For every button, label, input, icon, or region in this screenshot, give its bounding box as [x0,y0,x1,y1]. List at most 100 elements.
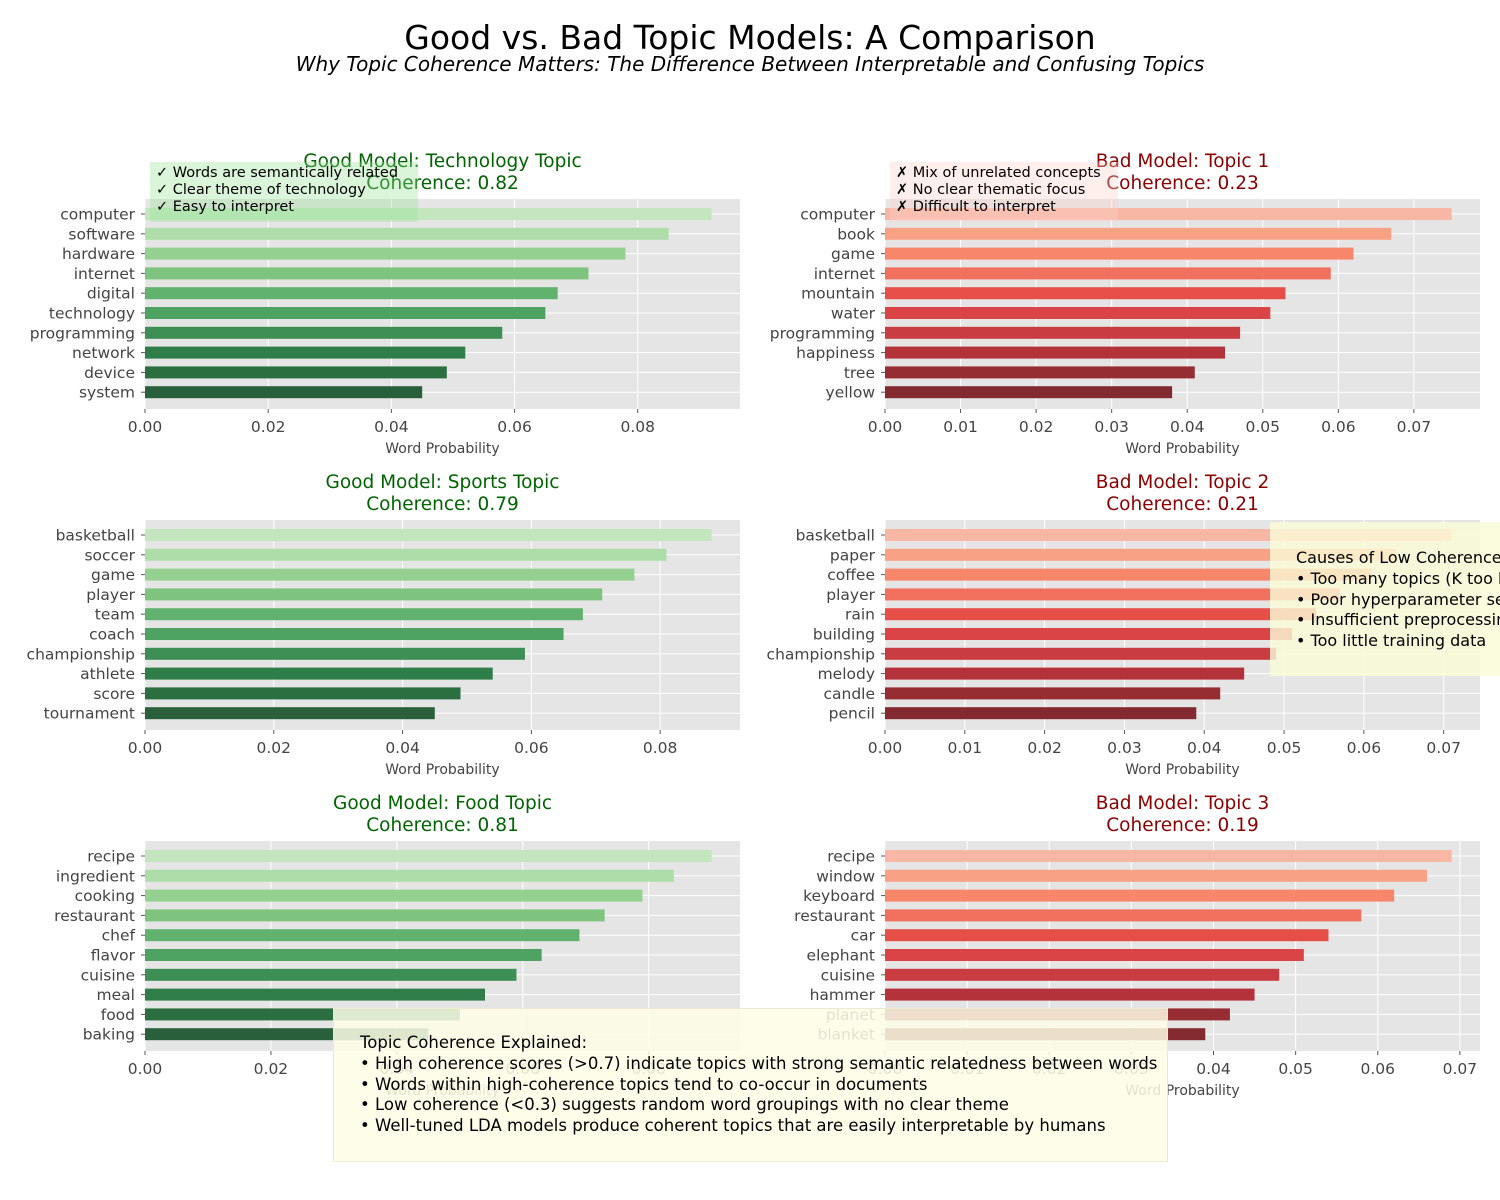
category-label: recipe [87,848,135,866]
bar-software [145,227,669,240]
bar-internet [145,267,589,280]
good-note-line: ✓ Words are semantically related [156,165,399,181]
bar-recipe [885,850,1452,862]
category-label: coach [89,626,135,644]
bar-coffee [885,568,1372,581]
bar-internet [885,267,1331,280]
category-label: game [831,245,875,263]
category-label: hammer [810,986,876,1004]
x-tick-label: 0.06 [514,739,549,757]
bar-paper [885,548,1396,561]
coherence-explanation-box: Topic Coherence Explained: • High cohere… [333,1008,1168,1162]
x-tick-label: 0.03 [1107,739,1142,757]
category-label: cuisine [81,966,135,984]
bar-championship [145,647,525,660]
bar-computer [145,208,712,220]
category-label: melody [818,665,875,683]
chart-title: Good Model: Technology Topic [303,151,581,172]
x-axis-label: Word Probability [1125,441,1239,457]
category-label: car [851,927,876,945]
x-tick-label: 0.02 [251,418,286,436]
category-label: hardware [62,245,135,263]
bar-book [885,227,1392,240]
category-label: internet [814,265,875,283]
category-label: programming [770,324,875,342]
category-label: window [816,867,875,885]
bar-tree [885,366,1195,379]
category-label: digital [87,285,135,303]
category-label: computer [800,206,875,224]
bad-note-line: ✗ Mix of unrelated concepts [896,165,1101,181]
category-label: championship [767,645,875,663]
bad-note-line: ✗ Difficult to interpret [896,198,1056,215]
page-title: Good vs. Bad Topic Models: A Comparison [404,18,1096,57]
category-label: tree [844,364,875,382]
category-label: rain [845,606,875,624]
category-label: elephant [807,947,875,965]
bar-restaurant [145,909,605,922]
x-tick-label: 0.06 [1360,1060,1395,1078]
bar-happiness [885,346,1225,359]
category-label: cuisine [821,966,875,984]
x-tick-label: 0.01 [948,739,983,757]
x-tick-label: 0.01 [943,418,978,436]
explanation-item: • Words within high-coherence topics ten… [360,1074,928,1094]
category-label: cooking [75,887,135,905]
cause-item: • Too many topics (K too high) [1296,568,1500,588]
bar-hardware [145,247,626,260]
x-tick-label: 0.04 [1187,739,1222,757]
bar-digital [145,287,558,300]
bar-restaurant [885,909,1362,922]
bar-player [885,588,1340,601]
category-label: restaurant [794,907,875,925]
explanation-title: Topic Coherence Explained: [360,1033,588,1052]
bar-cuisine [145,968,517,981]
bar-player [145,588,603,601]
category-label: basketball [796,527,875,545]
category-label: player [86,586,135,604]
bar-keyboard [885,889,1395,902]
category-label: mountain [801,285,875,303]
category-label: food [101,1006,135,1024]
bar-team [145,608,583,621]
x-tick-label: 0.08 [643,739,678,757]
explanation-item: • Well-tuned LDA models produce coherent… [360,1116,1106,1136]
cause-item: • Too little training data [1296,631,1487,651]
category-label: score [93,685,135,703]
category-label: coffee [827,566,875,584]
chart-coherence: Coherence: 0.79 [366,494,519,515]
bad-model-notes: ✗ Mix of unrelated concepts ✗ No clear t… [890,162,1118,222]
category-label: system [79,384,135,402]
x-tick-label: 0.02 [1027,739,1062,757]
category-label: baking [83,1026,135,1044]
category-label: recipe [827,848,875,866]
x-tick-label: 0.00 [128,739,163,757]
good-note-line: ✓ Clear theme of technology [156,181,366,198]
bar-building [885,628,1293,640]
category-label: restaurant [54,907,135,925]
bar-programming [145,326,503,339]
explanation-item: • High coherence scores (>0.7) indicate … [360,1053,1158,1073]
category-label: candle [823,685,875,703]
x-tick-label: 0.04 [374,418,409,436]
bad-note-line: ✗ No clear thematic focus [896,181,1086,198]
x-tick-label: 0.00 [868,418,903,436]
x-tick-label: 0.00 [128,1060,163,1078]
bar-hammer [885,988,1255,1001]
x-tick-label: 0.06 [1347,739,1382,757]
bar-meal [145,988,485,1001]
category-label: network [72,344,135,362]
bar-chef [145,929,580,942]
category-label: internet [74,265,135,283]
chart-title: Bad Model: Topic 3 [1096,793,1270,814]
category-label: building [813,626,875,644]
category-label: device [84,364,135,382]
chart-coherence: Coherence: 0.82 [366,173,519,194]
bar-system [145,386,423,399]
x-tick-label: 0.00 [128,418,163,436]
category-label: player [826,586,875,604]
bar-network [145,346,466,359]
chart-coherence: Coherence: 0.19 [1106,815,1259,836]
x-tick-label: 0.08 [620,418,655,436]
bar-car [885,929,1329,942]
